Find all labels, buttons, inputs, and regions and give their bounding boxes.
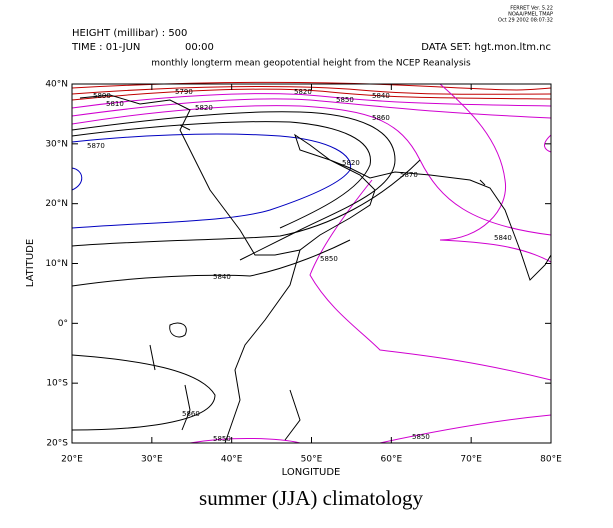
contour-label: 5820 [342, 159, 360, 167]
x-axis-label: LONGITUDE [282, 467, 341, 478]
contour-label: 5790 [175, 88, 193, 96]
coastline [479, 179, 486, 186]
y-tick-label: 0° [58, 319, 68, 329]
coastline [79, 94, 552, 281]
dataset: DATA SET: hgt.mon.ltm.nc [421, 42, 551, 53]
ferret-org: NOAA/PMEL TMAP [508, 12, 553, 18]
y-tick-label: 10°N [45, 259, 68, 269]
contour [544, 134, 552, 153]
contour-labels: 5800 5810 5790 5820 5820 5850 5840 5860 … [87, 88, 512, 443]
contour-label: 5860 [182, 410, 200, 418]
plot-frame [71, 83, 552, 444]
contour-label: 5850 [336, 96, 354, 104]
y-tick-label: 10°S [46, 379, 68, 389]
contour-label: 5860 [372, 114, 390, 122]
ferret-date: Oct 29 2002 08:07:32 [498, 18, 553, 24]
coastline [181, 384, 191, 431]
contour [439, 83, 552, 263]
contour [71, 354, 216, 431]
contour-label: 5840 [213, 273, 231, 281]
contour-label: 5840 [372, 92, 390, 100]
time: 00:00 [185, 42, 214, 53]
ferret-version: FERRET Ver. 5.22 [510, 6, 553, 12]
contour [71, 88, 552, 101]
contour-label: 5800 [93, 92, 111, 100]
contour [309, 179, 552, 381]
contour [71, 121, 371, 229]
caption: summer (JJA) climatology [199, 486, 423, 510]
contours [71, 81, 552, 444]
contour-label: 5820 [294, 88, 312, 96]
contour-label: 5840 [494, 234, 512, 242]
height-label: HEIGHT (millibar) : 500 [72, 28, 187, 39]
contour-label: 5810 [106, 100, 124, 108]
x-tick-label: 70°E [460, 455, 482, 465]
coastline [224, 249, 301, 444]
y-axis-label: LATITUDE [25, 239, 36, 287]
x-tick-label: 40°E [221, 455, 243, 465]
time-label: TIME : 01-JUN [71, 42, 140, 53]
x-tick-label: 30°E [141, 455, 163, 465]
contour [71, 93, 552, 109]
y-tick-label: 20°N [45, 199, 68, 209]
contour-label: 5820 [195, 104, 213, 112]
contour-label: 5850 [412, 433, 430, 441]
coastline [149, 344, 156, 371]
contour [71, 86, 552, 95]
contour [71, 105, 552, 236]
x-tick-label: 50°E [301, 455, 323, 465]
plot-title: monthly longterm mean geopotential heigh… [151, 59, 471, 69]
contour [71, 98, 552, 119]
contour [189, 437, 301, 444]
coastlines [79, 94, 552, 444]
contour-label: 5850 [213, 435, 231, 443]
x-tick-label: 60°E [381, 455, 403, 465]
contour-label: 5850 [320, 255, 338, 263]
contour-label: 5870 [87, 142, 105, 150]
contour [379, 414, 552, 444]
contour [71, 167, 83, 191]
coastline [169, 322, 187, 338]
x-tick-label: 80°E [540, 455, 562, 465]
y-tick-label: 40°N [45, 80, 68, 90]
y-tick-label: 30°N [45, 139, 68, 149]
contour [71, 159, 421, 247]
contour-label: 5870 [400, 171, 418, 179]
coastline [179, 124, 191, 131]
y-tick-label: 20°S [46, 439, 68, 449]
coastline [284, 389, 301, 441]
x-tick-label: 20°E [61, 455, 83, 465]
contour [71, 239, 351, 287]
